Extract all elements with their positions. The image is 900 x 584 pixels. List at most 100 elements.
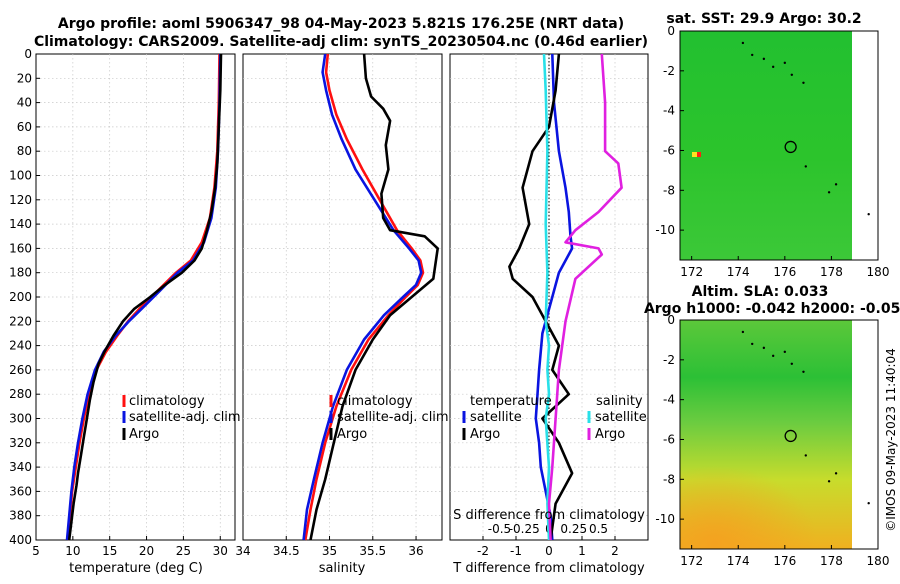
sla-blank-strip xyxy=(852,320,878,549)
y-tick-label: 140 xyxy=(9,217,32,231)
y-tick-label: 180 xyxy=(9,266,32,280)
x-tick-label: 5 xyxy=(32,544,40,558)
float-position-marker xyxy=(784,140,797,154)
map-y-tick-label: -2 xyxy=(663,64,675,78)
series-line-climatology xyxy=(304,53,425,541)
temperature-xlabel: temperature (deg C) xyxy=(69,561,203,576)
y-tick-label: 120 xyxy=(9,193,32,207)
island-marker xyxy=(751,53,754,57)
x-top-tick-label: 0.25 xyxy=(560,522,587,536)
sla-map-frame xyxy=(679,319,879,550)
island-marker xyxy=(790,362,794,366)
y-tick-label: 300 xyxy=(9,412,32,426)
island-marker xyxy=(804,454,807,457)
map-y-tick-label: -6 xyxy=(663,432,675,446)
salinity-xlabel: salinity xyxy=(319,561,366,576)
y-tick-label: 340 xyxy=(9,460,32,474)
map-x-tick-label: 180 xyxy=(867,554,890,568)
island-marker xyxy=(790,73,794,77)
y-tick-label: 240 xyxy=(9,339,32,353)
map-x-tick-label: 178 xyxy=(820,265,843,279)
map-y-tick-label: 0 xyxy=(667,313,675,327)
legend-title-salinity: salinity xyxy=(596,394,643,409)
island-marker xyxy=(741,41,745,45)
sst-field xyxy=(680,31,852,260)
island-marker xyxy=(827,480,831,483)
map-y-tick-label: -4 xyxy=(663,393,675,407)
legend-label-argo: Argo xyxy=(337,427,367,442)
legend-label-temp-satellite: satellite xyxy=(470,410,522,425)
y-tick-label: 360 xyxy=(9,484,32,498)
island-marker xyxy=(802,370,805,373)
island-marker xyxy=(827,191,831,194)
map-y-tick-label: -8 xyxy=(663,183,675,197)
series-line-temperature-satellite xyxy=(534,53,574,541)
map-y-tick-label: -10 xyxy=(655,223,675,237)
island-marker xyxy=(834,183,838,186)
map-y-tick-label: -8 xyxy=(663,472,675,486)
x-tick-label: 34.5 xyxy=(273,544,300,558)
difference-panel: -2 -1 0 1 2-0.5-0.25 0 0.25 0.5 xyxy=(449,53,649,558)
map-y-tick-label: -2 xyxy=(663,353,675,367)
x-tick-label: 35 xyxy=(322,544,337,558)
sla-map-panel: 172 174 176 178 180 0 -2 -4 -6 -8 -10 xyxy=(655,313,889,568)
sla-map-title-2: Argo h1000: -0.042 h2000: -0.055 xyxy=(644,301,900,317)
map-y-tick-label: -4 xyxy=(663,104,675,118)
map-x-tick-label: 172 xyxy=(680,554,703,568)
island-marker xyxy=(762,57,766,61)
island-marker xyxy=(867,213,870,216)
y-tick-label: 320 xyxy=(9,436,32,450)
float-position-marker xyxy=(784,429,797,443)
salinity-legend: climatology satellite-adj. clim Argo xyxy=(329,394,449,442)
y-tick-label: 380 xyxy=(9,509,32,523)
x-tick-label: 34 xyxy=(235,544,250,558)
x-tick-label: 36 xyxy=(408,544,423,558)
island-marker xyxy=(783,350,787,354)
sst-hot-pixel xyxy=(692,152,697,157)
copyright-stamp: ©IMOS 09-May-2023 11:40:04 xyxy=(884,348,898,532)
y-tick-label: 100 xyxy=(9,169,32,183)
legend-label-climatology: climatology xyxy=(337,394,413,409)
tdiff-xlabel: T difference from climatology xyxy=(452,561,645,576)
y-tick-label: 280 xyxy=(9,387,32,401)
map-x-tick-label: 174 xyxy=(727,265,750,279)
y-tick-label: 220 xyxy=(9,314,32,328)
sst-blank-strip xyxy=(852,31,878,260)
map-y-tick-label: 0 xyxy=(667,24,675,38)
map-y-tick-label: -6 xyxy=(663,143,675,157)
legend-label-sal-argo: Argo xyxy=(595,427,625,442)
island-marker xyxy=(834,472,838,475)
island-marker xyxy=(802,81,805,84)
temperature-legend: climatology satellite-adj. clim Argo xyxy=(122,394,241,442)
legend-label-climatology: climatology xyxy=(129,394,205,409)
x-top-tick-label: -0.5 xyxy=(488,522,511,536)
series-line-salinity-satellite xyxy=(542,53,551,541)
y-tick-label: 20 xyxy=(17,71,32,85)
temperature-panel: 5 10 15 20 25 3002040608010012014016018020022… xyxy=(9,47,236,558)
x-tick-label: 20 xyxy=(139,544,154,558)
x-tick-label: 0 xyxy=(545,544,553,558)
y-tick-label: 260 xyxy=(9,363,32,377)
title-line-1: Argo profile: aoml 5906347_98 04-May-202… xyxy=(58,16,624,32)
x-tick-label: 35.5 xyxy=(359,544,386,558)
sla-map-title-1: Altim. SLA: 0.033 xyxy=(692,284,829,300)
x-tick-label: -2 xyxy=(477,544,489,558)
x-tick-label: 10 xyxy=(65,544,80,558)
island-marker xyxy=(751,342,754,346)
legend-label-satellite: satellite-adj. clim xyxy=(129,410,241,425)
sst-map-title: sat. SST: 29.9 Argo: 30.2 xyxy=(666,11,861,27)
x-top-tick-label: 0.5 xyxy=(589,522,608,536)
island-marker xyxy=(804,165,807,168)
y-tick-label: 60 xyxy=(17,120,32,134)
island-marker xyxy=(771,354,775,358)
sst-hot-pixel xyxy=(697,152,701,157)
difference-legend: temperature satellite Argo salinity sate… xyxy=(462,394,647,442)
title-line-2: Climatology: CARS2009. Satellite-adj cli… xyxy=(34,34,648,50)
x-tick-label: 2 xyxy=(611,544,619,558)
map-x-tick-label: 180 xyxy=(867,265,890,279)
series-line-satellite-adj-clim xyxy=(302,53,423,541)
legend-title-temperature: temperature xyxy=(470,394,552,409)
salinity-panel: 34 34.5 35 35.5 36 xyxy=(235,53,443,558)
x-top-tick-label: -0.25 xyxy=(509,522,540,536)
